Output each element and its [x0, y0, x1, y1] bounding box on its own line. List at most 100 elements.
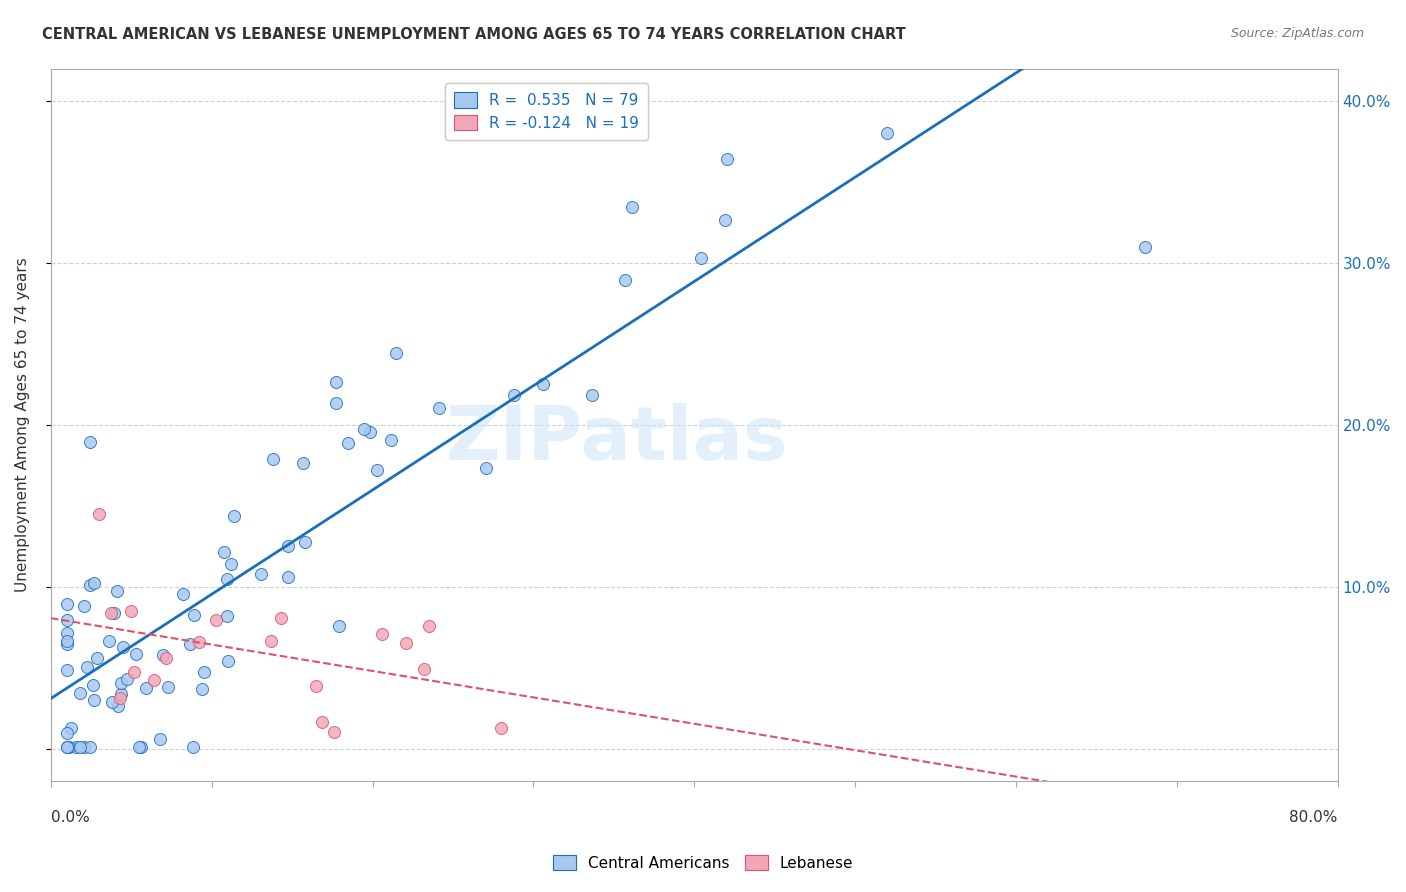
Point — [260, 634, 283, 648]
Point — [86, 650, 108, 665]
Point — [56, 636, 79, 650]
Point — [122, 665, 145, 679]
Point — [270, 610, 292, 624]
Text: ZIPatlas: ZIPatlas — [446, 402, 789, 475]
Point — [69, 739, 91, 754]
Point — [111, 640, 134, 655]
Text: 0.0%: 0.0% — [51, 810, 90, 824]
Point — [380, 433, 402, 447]
Point — [531, 377, 554, 392]
Text: CENTRAL AMERICAN VS LEBANESE UNEMPLOYMENT AMONG AGES 65 TO 74 YEARS CORRELATION : CENTRAL AMERICAN VS LEBANESE UNEMPLOYMEN… — [42, 27, 905, 42]
Point — [325, 396, 347, 410]
Point — [366, 463, 388, 477]
Point — [336, 436, 359, 450]
Point — [56, 613, 79, 627]
Point — [155, 651, 177, 665]
Point — [69, 686, 91, 700]
Legend: R =  0.535   N = 79, R = -0.124   N = 19: R = 0.535 N = 79, R = -0.124 N = 19 — [444, 83, 648, 140]
Point — [322, 725, 344, 739]
Point — [249, 566, 271, 581]
Point — [56, 663, 79, 677]
Point — [581, 387, 603, 401]
Point — [72, 739, 94, 754]
Point — [359, 425, 381, 439]
Point — [125, 647, 148, 661]
Point — [291, 456, 314, 470]
Point — [384, 345, 406, 359]
Point — [115, 672, 138, 686]
Point — [65, 739, 87, 754]
Point — [56, 633, 79, 648]
Point — [205, 613, 228, 627]
Point — [489, 721, 512, 735]
Point — [215, 572, 238, 586]
Point — [149, 732, 172, 747]
Point — [100, 607, 122, 621]
Point — [56, 598, 79, 612]
Point — [714, 212, 737, 227]
Point — [716, 152, 738, 166]
Point — [110, 676, 132, 690]
Point — [108, 691, 131, 706]
Point — [212, 545, 235, 559]
Point — [217, 654, 239, 668]
Point — [59, 722, 82, 736]
Point — [157, 680, 180, 694]
Point — [83, 576, 105, 591]
Point — [79, 578, 101, 592]
Point — [191, 681, 214, 696]
Point — [277, 539, 299, 553]
Point — [181, 739, 204, 754]
Point — [101, 695, 124, 709]
Point — [56, 739, 79, 754]
Point — [152, 648, 174, 662]
Point — [56, 626, 79, 640]
Point — [72, 599, 94, 613]
Legend: Central Americans, Lebanese: Central Americans, Lebanese — [544, 846, 862, 880]
Text: 80.0%: 80.0% — [1289, 810, 1337, 824]
Point — [427, 401, 450, 415]
Point — [179, 637, 201, 651]
Point — [79, 434, 101, 449]
Point — [221, 558, 243, 572]
Text: Source: ZipAtlas.com: Source: ZipAtlas.com — [1230, 27, 1364, 40]
Point — [79, 739, 101, 754]
Point — [294, 534, 316, 549]
Point — [105, 584, 128, 599]
Point — [503, 388, 526, 402]
Point — [97, 633, 120, 648]
Point — [325, 375, 347, 389]
Point — [371, 627, 394, 641]
Point — [128, 739, 150, 754]
Point — [56, 739, 79, 754]
Point — [83, 693, 105, 707]
Point — [143, 673, 166, 687]
Point — [215, 609, 238, 624]
Point — [613, 273, 636, 287]
Point — [1133, 240, 1156, 254]
Point — [103, 607, 125, 621]
Point — [262, 452, 284, 467]
Point — [353, 422, 375, 436]
Point — [107, 698, 129, 713]
Point — [76, 659, 98, 673]
Y-axis label: Unemployment Among Ages 65 to 74 years: Unemployment Among Ages 65 to 74 years — [15, 258, 30, 592]
Point — [474, 460, 496, 475]
Point — [222, 508, 245, 523]
Point — [187, 635, 209, 649]
Point — [394, 636, 416, 650]
Point — [412, 662, 434, 676]
Point — [87, 507, 110, 521]
Point — [620, 200, 643, 214]
Point — [690, 252, 713, 266]
Point — [305, 679, 328, 693]
Point — [82, 678, 104, 692]
Point — [110, 687, 132, 701]
Point — [135, 681, 157, 695]
Point — [58, 739, 80, 754]
Point — [172, 587, 194, 601]
Point — [120, 604, 142, 618]
Point — [876, 126, 898, 140]
Point — [131, 739, 153, 754]
Point — [277, 570, 299, 584]
